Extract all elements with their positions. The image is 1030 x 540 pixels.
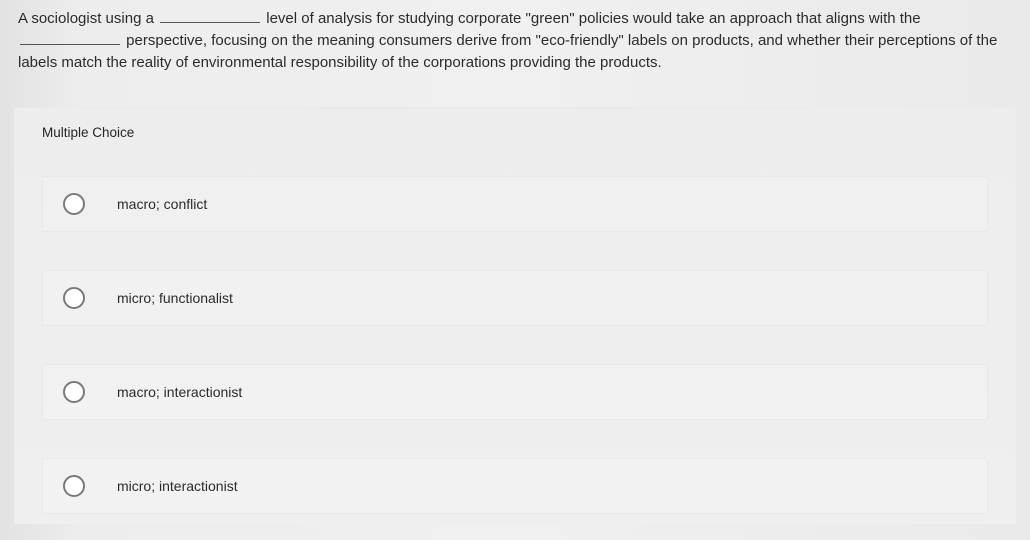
- option-row[interactable]: micro; interactionist: [42, 458, 988, 514]
- question-stem: A sociologist using a level of analysis …: [14, 8, 1016, 93]
- option-label: macro; conflict: [117, 196, 207, 212]
- blank-1: [160, 10, 260, 24]
- radio-icon[interactable]: [63, 287, 85, 309]
- multiple-choice-label: Multiple Choice: [42, 125, 988, 140]
- choices-panel: Multiple Choice macro; conflict micro; f…: [14, 107, 1016, 524]
- quiz-page: A sociologist using a level of analysis …: [0, 0, 1030, 540]
- question-part-3: perspective, focusing on the meaning con…: [18, 32, 997, 71]
- option-label: macro; interactionist: [117, 384, 242, 400]
- radio-icon[interactable]: [63, 193, 85, 215]
- question-part-1: A sociologist using a: [18, 10, 158, 27]
- radio-icon[interactable]: [63, 475, 85, 497]
- option-label: micro; interactionist: [117, 478, 238, 494]
- option-row[interactable]: micro; functionalist: [42, 270, 988, 326]
- radio-icon[interactable]: [63, 381, 85, 403]
- blank-2: [20, 31, 120, 45]
- option-row[interactable]: macro; interactionist: [42, 364, 988, 420]
- option-row[interactable]: macro; conflict: [42, 176, 988, 232]
- question-part-2: level of analysis for studying corporate…: [262, 10, 921, 27]
- option-label: micro; functionalist: [117, 290, 233, 306]
